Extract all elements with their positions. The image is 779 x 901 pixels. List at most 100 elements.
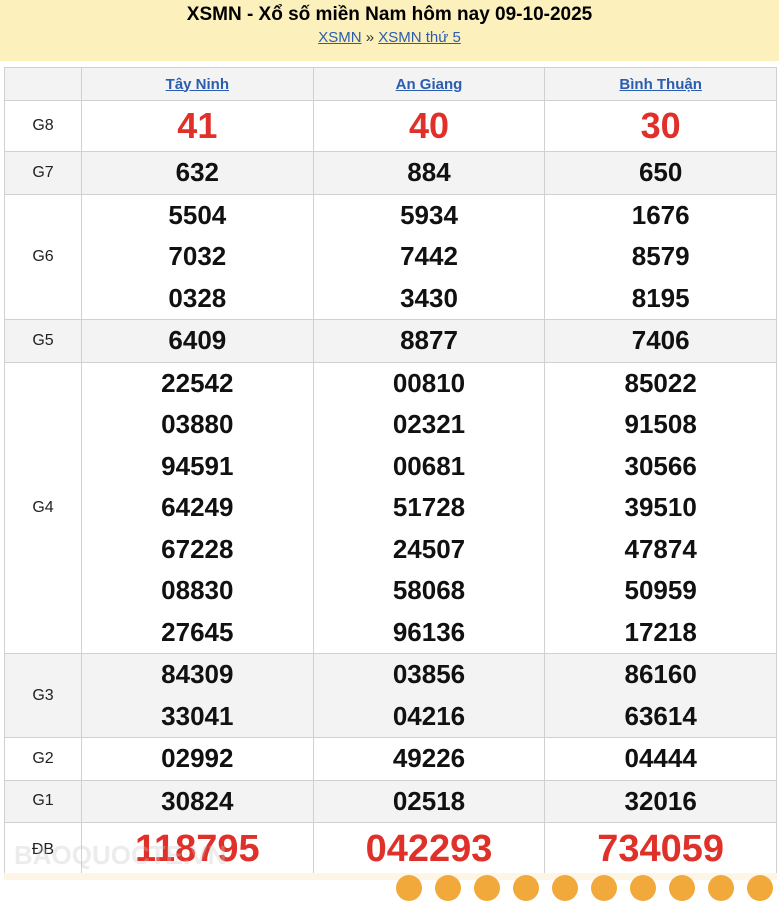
- breadcrumb-separator: »: [365, 29, 375, 46]
- prize-number: 5504: [168, 199, 227, 230]
- prize-row: G6 5504 7032 0328 5934 7442 3430 1676 8579 8195: [4, 193, 777, 320]
- number-ball-icon: [630, 875, 656, 901]
- prize-number: 04216: [392, 700, 466, 731]
- prize-label: G8: [4, 100, 82, 152]
- number-ball-icon: [396, 875, 422, 901]
- prize-cell: 22542 03880 94591 64249 67228 08830 27645: [81, 361, 314, 654]
- prize-cell: 30824: [81, 779, 314, 823]
- breadcrumb-xsmn[interactable]: XSMN: [318, 29, 362, 46]
- prize-cell: 734059: [544, 822, 777, 877]
- prize-number: 86160: [624, 659, 697, 689]
- prize-number: 24507: [392, 533, 466, 564]
- prize-label: G1: [4, 779, 82, 823]
- prize-row: ĐB 118795 042293 734059: [4, 822, 777, 877]
- province-header: Bình Thuận: [544, 67, 777, 101]
- prize-number: 30824: [161, 785, 234, 816]
- prize-label: G2: [4, 737, 82, 781]
- prize-row: G8 41 40 30: [4, 100, 777, 152]
- prize-number: 91508: [624, 409, 697, 439]
- prize-number: 632: [175, 157, 220, 187]
- prize-row: G5 6409 8877 7406: [4, 319, 777, 363]
- prize-label: G4: [4, 361, 82, 654]
- province-link-tay-ninh[interactable]: Tây Ninh: [165, 75, 229, 93]
- prize-number: 03856: [392, 659, 466, 689]
- prize-cell: 32016: [544, 779, 777, 823]
- prize-cell: 02518: [312, 779, 546, 823]
- prize-number: 64249: [161, 492, 234, 522]
- number-ball-icon: [591, 875, 617, 901]
- prize-number: 5934: [400, 199, 458, 230]
- prize-cell: 632: [81, 151, 314, 195]
- prize-number: 41: [177, 105, 218, 146]
- prize-cell: 118795: [81, 822, 314, 877]
- prize-number: 6409: [168, 325, 227, 355]
- prize-label: G6: [4, 193, 82, 320]
- province-header: Tây Ninh: [81, 67, 314, 101]
- prize-number: 27645: [161, 616, 234, 647]
- prize-number: 00810: [392, 367, 466, 398]
- prize-number: 02321: [392, 409, 466, 439]
- page-title: XSMN - Xổ số miền Nam hôm nay 09-10-2025: [186, 4, 593, 25]
- prize-number: 84309: [161, 659, 234, 689]
- prize-number: 7406: [631, 325, 690, 355]
- prize-number: 884: [407, 157, 451, 187]
- prize-number: 03880: [161, 409, 234, 439]
- prize-number: 02518: [392, 785, 466, 816]
- number-ball-icon: [474, 875, 500, 901]
- prize-number: 7032: [168, 241, 227, 271]
- prize-cell: 85022 91508 30566 39510 47874 50959 17218: [544, 361, 777, 654]
- prize-number: 58068: [392, 575, 466, 605]
- prize-cell: 04444: [544, 737, 777, 781]
- prize-number: 042293: [365, 828, 493, 870]
- breadcrumb-xsmn-thu-5[interactable]: XSMN thứ 5: [378, 29, 461, 46]
- prize-number: 8579: [631, 241, 690, 271]
- prize-number: 67228: [161, 533, 234, 564]
- prize-label: ĐB: [4, 822, 82, 877]
- prize-cell: 00810 02321 00681 51728 24507 58068 96136: [312, 361, 546, 654]
- prize-cell: 6409: [81, 319, 314, 363]
- prize-number: 63614: [624, 700, 697, 731]
- prize-number: 8195: [631, 282, 690, 313]
- prize-number: 118795: [134, 828, 260, 870]
- prize-cell: 5934 7442 3430: [312, 193, 546, 320]
- prize-number: 734059: [597, 828, 725, 870]
- prize-number: 30566: [624, 450, 697, 481]
- prize-number: 1676: [631, 199, 690, 230]
- prize-number: 51728: [392, 492, 466, 522]
- prize-cell: 02992: [81, 737, 314, 781]
- prize-cell: 03856 04216: [312, 653, 546, 738]
- prize-number: 00681: [392, 450, 466, 481]
- number-ball-icon: [747, 875, 773, 901]
- prize-number: 17218: [624, 616, 697, 647]
- prize-number: 96136: [392, 616, 466, 647]
- prize-label: G5: [4, 319, 82, 363]
- prize-cell: 86160 63614: [544, 653, 777, 738]
- prize-number: 02992: [161, 743, 234, 773]
- prize-number: 8877: [400, 325, 458, 355]
- prize-number: 04444: [624, 743, 697, 773]
- prize-number: 08830: [161, 575, 234, 605]
- province-link-binh-thuan[interactable]: Bình Thuận: [619, 75, 702, 93]
- province-header: An Giang: [312, 67, 546, 101]
- prize-label: G3: [4, 653, 82, 738]
- prize-label: G7: [4, 151, 82, 195]
- prize-row: G3 84309 33041 03856 04216 86160 63614: [4, 653, 777, 738]
- prize-cell: 1676 8579 8195: [544, 193, 777, 320]
- prize-number: 33041: [161, 700, 234, 731]
- prize-number: 50959: [624, 575, 697, 605]
- prize-number: 47874: [624, 533, 697, 564]
- prize-cell: 40: [312, 100, 546, 152]
- breadcrumb: XSMN » XSMN thứ 5: [0, 29, 779, 46]
- prize-cell: 5504 7032 0328: [81, 193, 314, 320]
- prize-cell: 7406: [544, 319, 777, 363]
- number-ball-icon: [552, 875, 578, 901]
- results-table: Tây Ninh An Giang Bình Thuận G8 41 40 30 G7 6…: [4, 67, 777, 877]
- province-link-an-giang[interactable]: An Giang: [395, 75, 463, 93]
- prize-row: G4 22542 03880 94591 64249 67228 08830 27645 008…: [4, 361, 777, 654]
- number-ball-icon: [669, 875, 695, 901]
- prize-cell: 650: [544, 151, 777, 195]
- prize-number: 40: [408, 105, 449, 146]
- prize-number: 0328: [168, 282, 227, 313]
- corner-cell: [4, 67, 82, 101]
- prize-cell: 8877: [312, 319, 546, 363]
